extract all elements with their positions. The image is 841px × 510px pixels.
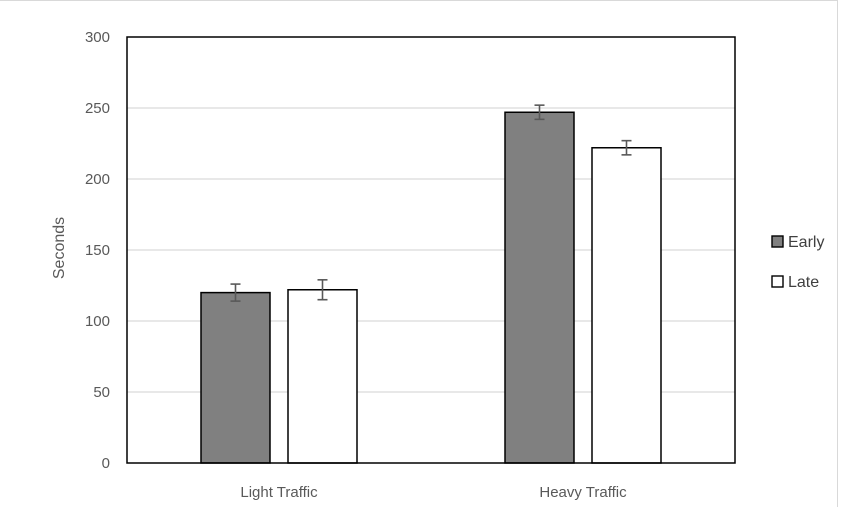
y-tick-label: 300 xyxy=(85,29,110,46)
y-tick-label: 50 xyxy=(93,384,110,401)
y-axis-title: Seconds xyxy=(51,217,68,279)
bars xyxy=(200,104,662,464)
plot-area-border xyxy=(126,36,736,464)
axes: 0 50 100 150 200 250 300 Light Traffic Heavy Tra… xyxy=(85,29,736,501)
bar xyxy=(200,291,271,464)
legend-swatch xyxy=(771,275,784,288)
legend-swatch xyxy=(771,235,784,248)
x-tick-label: Light Traffic xyxy=(240,484,318,501)
y-tick-label: 200 xyxy=(85,171,110,188)
x-tick-label: Heavy Traffic xyxy=(539,484,627,501)
y-tick-label: 150 xyxy=(85,242,110,259)
y-tick-label: 100 xyxy=(85,313,110,330)
bar xyxy=(504,111,575,464)
bar xyxy=(287,289,358,464)
y-tick-label: 0 xyxy=(102,455,110,472)
legend: Early Late xyxy=(771,234,824,291)
y-tick-label: 250 xyxy=(85,100,110,117)
bar xyxy=(591,147,662,464)
legend-label: Late xyxy=(788,274,819,291)
legend-label: Early xyxy=(788,234,824,251)
